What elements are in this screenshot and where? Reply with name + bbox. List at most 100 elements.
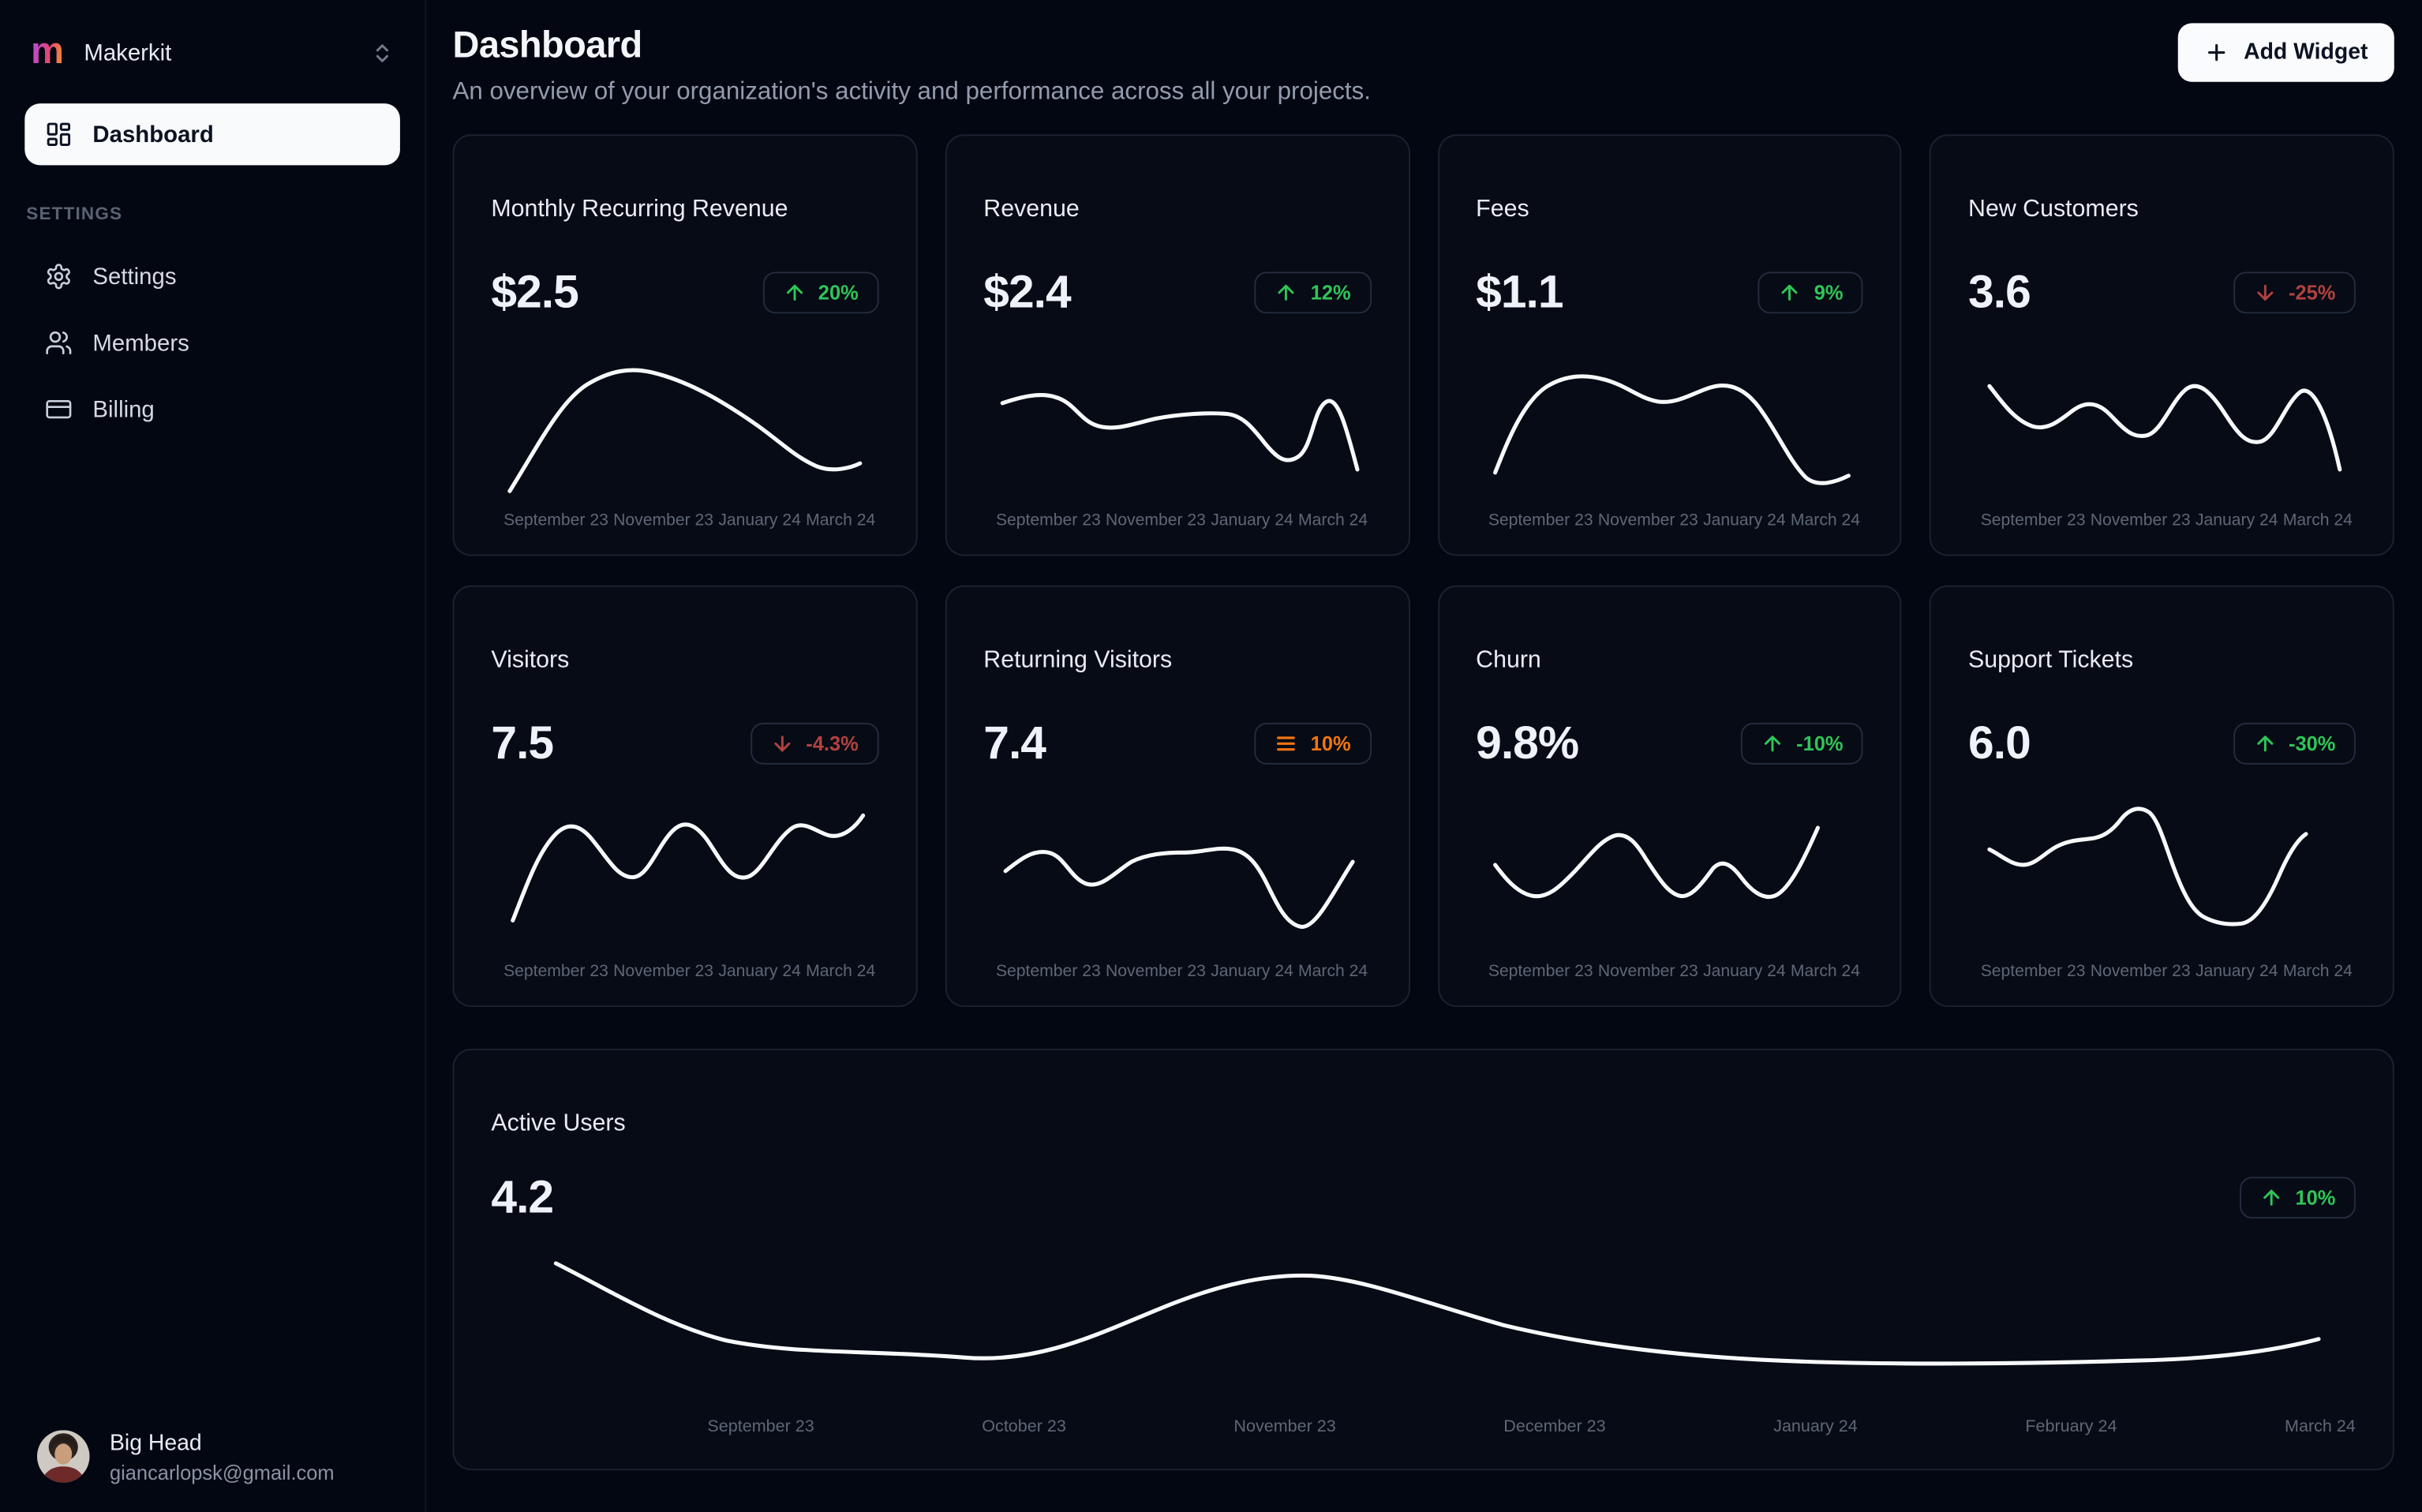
sidebar-section-label: SETTINGS — [26, 205, 123, 224]
metric-card-returning-visitors: Returning Visitors 7.4 10% September 23 … — [945, 585, 1410, 1008]
x-axis-label: March 24 — [1298, 510, 1368, 530]
sidebar-item-label: Members — [92, 329, 189, 357]
trend-badge: 10% — [1255, 722, 1372, 765]
x-axis-label: September 23 — [1980, 961, 2086, 980]
page-header: Dashboard An overview of your organizati… — [452, 23, 2394, 108]
x-axis-labels: September 23 November 23 January 24 Marc… — [491, 961, 878, 979]
sidebar-item-label: Settings — [92, 263, 177, 290]
sparkline-chart — [1003, 845, 1355, 928]
arrow-up-icon — [1779, 281, 1802, 304]
card-title: Visitors — [491, 646, 570, 673]
x-axis-label: September 23 — [503, 510, 608, 530]
metric-card-new-customers: New Customers 3.6 -25% September 23 Nove… — [1930, 134, 2394, 556]
user-email: giancarlopsk@gmail.com — [109, 1461, 335, 1484]
metric-card-churn: Churn 9.8% -10% September 23 November 23… — [1437, 585, 1902, 1008]
card-title: Support Tickets — [1968, 646, 2134, 673]
sidebar: m Makerkit Dashboard SETTINGS Settings M… — [0, 0, 427, 1512]
x-axis-label: March 24 — [806, 510, 876, 530]
trend-value: -30% — [2288, 732, 2336, 756]
gear-icon — [45, 263, 73, 290]
x-axis-labels: September 23 November 23 January 24 Marc… — [1476, 961, 1863, 979]
chevrons-up-down-icon — [371, 41, 394, 64]
trend-badge: -10% — [1740, 722, 1863, 765]
x-axis-labels: September 23 November 23 January 24 Marc… — [1968, 961, 2356, 979]
x-axis-label: March 24 — [2285, 1417, 2356, 1436]
metric-value: 7.4 — [983, 717, 1046, 769]
arrow-up-icon — [783, 281, 806, 304]
metric-value: 9.8% — [1476, 717, 1579, 769]
metric-value: $2.4 — [983, 266, 1071, 318]
sidebar-item-members[interactable]: Members — [24, 312, 400, 373]
x-axis-labels: September 23 November 23 January 24 Marc… — [1476, 511, 1863, 529]
menu-icon — [1275, 732, 1298, 755]
x-axis-labels: September 23 November 23 January 24 Marc… — [491, 511, 878, 529]
metrics-grid: Monthly Recurring Revenue $2.5 20% Septe… — [452, 134, 2394, 1471]
workspace-selector[interactable]: m Makerkit — [24, 24, 400, 80]
x-axis-label: September 23 — [1488, 510, 1593, 530]
trend-badge: -30% — [2233, 722, 2356, 765]
metric-value: 4.2 — [491, 1171, 554, 1223]
sparkline-chart — [1987, 806, 2309, 926]
add-widget-button[interactable]: Add Widget — [2177, 23, 2394, 82]
x-axis-label: September 23 — [995, 510, 1101, 530]
card-title: Fees — [1476, 195, 1529, 222]
x-axis-label: October 23 — [982, 1417, 1066, 1436]
x-axis-label: January 24 — [2195, 510, 2278, 530]
trend-badge: 20% — [762, 271, 879, 314]
trend-value: 20% — [818, 281, 859, 305]
metric-value: 6.0 — [1968, 717, 2031, 769]
x-axis-label: March 24 — [1790, 510, 1861, 530]
trend-badge: -4.3% — [750, 722, 879, 765]
x-axis-label: November 23 — [613, 510, 714, 530]
x-axis-label: January 24 — [2195, 961, 2278, 980]
x-axis-labels: September 23 November 23 January 24 Marc… — [1968, 511, 2356, 529]
card-title: New Customers — [1968, 195, 2139, 222]
trend-value: 10% — [1310, 732, 1351, 756]
x-axis-label: March 24 — [1790, 961, 1861, 980]
trend-value: -25% — [2288, 281, 2336, 305]
credit-card-icon — [45, 395, 73, 423]
sidebar-item-settings[interactable]: Settings — [24, 245, 400, 307]
x-axis-label: November 23 — [2090, 510, 2191, 530]
trend-value: 12% — [1310, 281, 1351, 305]
x-axis-label: November 23 — [613, 961, 714, 980]
sparkline-chart — [507, 367, 863, 492]
user-name: Big Head — [109, 1431, 202, 1457]
card-title: Churn — [1476, 646, 1541, 673]
sidebar-item-billing[interactable]: Billing — [24, 378, 400, 440]
metric-value: $2.5 — [491, 266, 578, 318]
arrow-down-icon — [770, 732, 793, 755]
x-axis-label: November 23 — [1597, 510, 1698, 530]
trend-badge: 9% — [1758, 271, 1863, 314]
sidebar-item-dashboard[interactable]: Dashboard — [24, 103, 400, 166]
x-axis-label: January 24 — [1773, 1417, 1858, 1436]
card-title: Active Users — [491, 1110, 626, 1136]
sparkline-chart — [1492, 373, 1850, 485]
sparkline-chart — [1987, 383, 2342, 471]
user-profile[interactable]: Big Head giancarlopsk@gmail.com — [24, 1424, 400, 1490]
x-axis-label: November 23 — [1597, 961, 1698, 980]
x-axis-label: September 23 — [995, 961, 1101, 980]
metric-value: $1.1 — [1476, 266, 1563, 318]
metric-card-fees: Fees $1.1 9% September 23 November 23 Ja… — [1437, 134, 1902, 556]
x-axis-label: February 24 — [2025, 1417, 2117, 1436]
card-title: Monthly Recurring Revenue — [491, 195, 788, 222]
x-axis-labels: September 23 November 23 January 24 Marc… — [983, 961, 1371, 979]
metric-value: 7.5 — [491, 717, 554, 769]
x-axis-label: March 24 — [2282, 510, 2353, 530]
x-axis-label: January 24 — [1703, 961, 1786, 980]
metric-card-active-users: Active Users 4.2 10% September 23 Octobe… — [452, 1048, 2394, 1471]
page-title: Dashboard — [452, 24, 642, 67]
brand-logo: m — [31, 31, 64, 73]
x-axis-label: March 24 — [1298, 961, 1368, 980]
user-avatar — [36, 1431, 90, 1484]
x-axis-label: November 23 — [1106, 961, 1206, 980]
trend-value: 10% — [2295, 1186, 2336, 1210]
arrow-down-icon — [2253, 281, 2276, 304]
metric-card-visitors: Visitors 7.5 -4.3% September 23 November… — [452, 585, 918, 1008]
dashboard-icon — [45, 121, 73, 148]
x-axis-label: November 23 — [1106, 510, 1206, 530]
sidebar-spacer — [24, 440, 400, 1424]
arrow-up-icon — [2253, 732, 2276, 755]
